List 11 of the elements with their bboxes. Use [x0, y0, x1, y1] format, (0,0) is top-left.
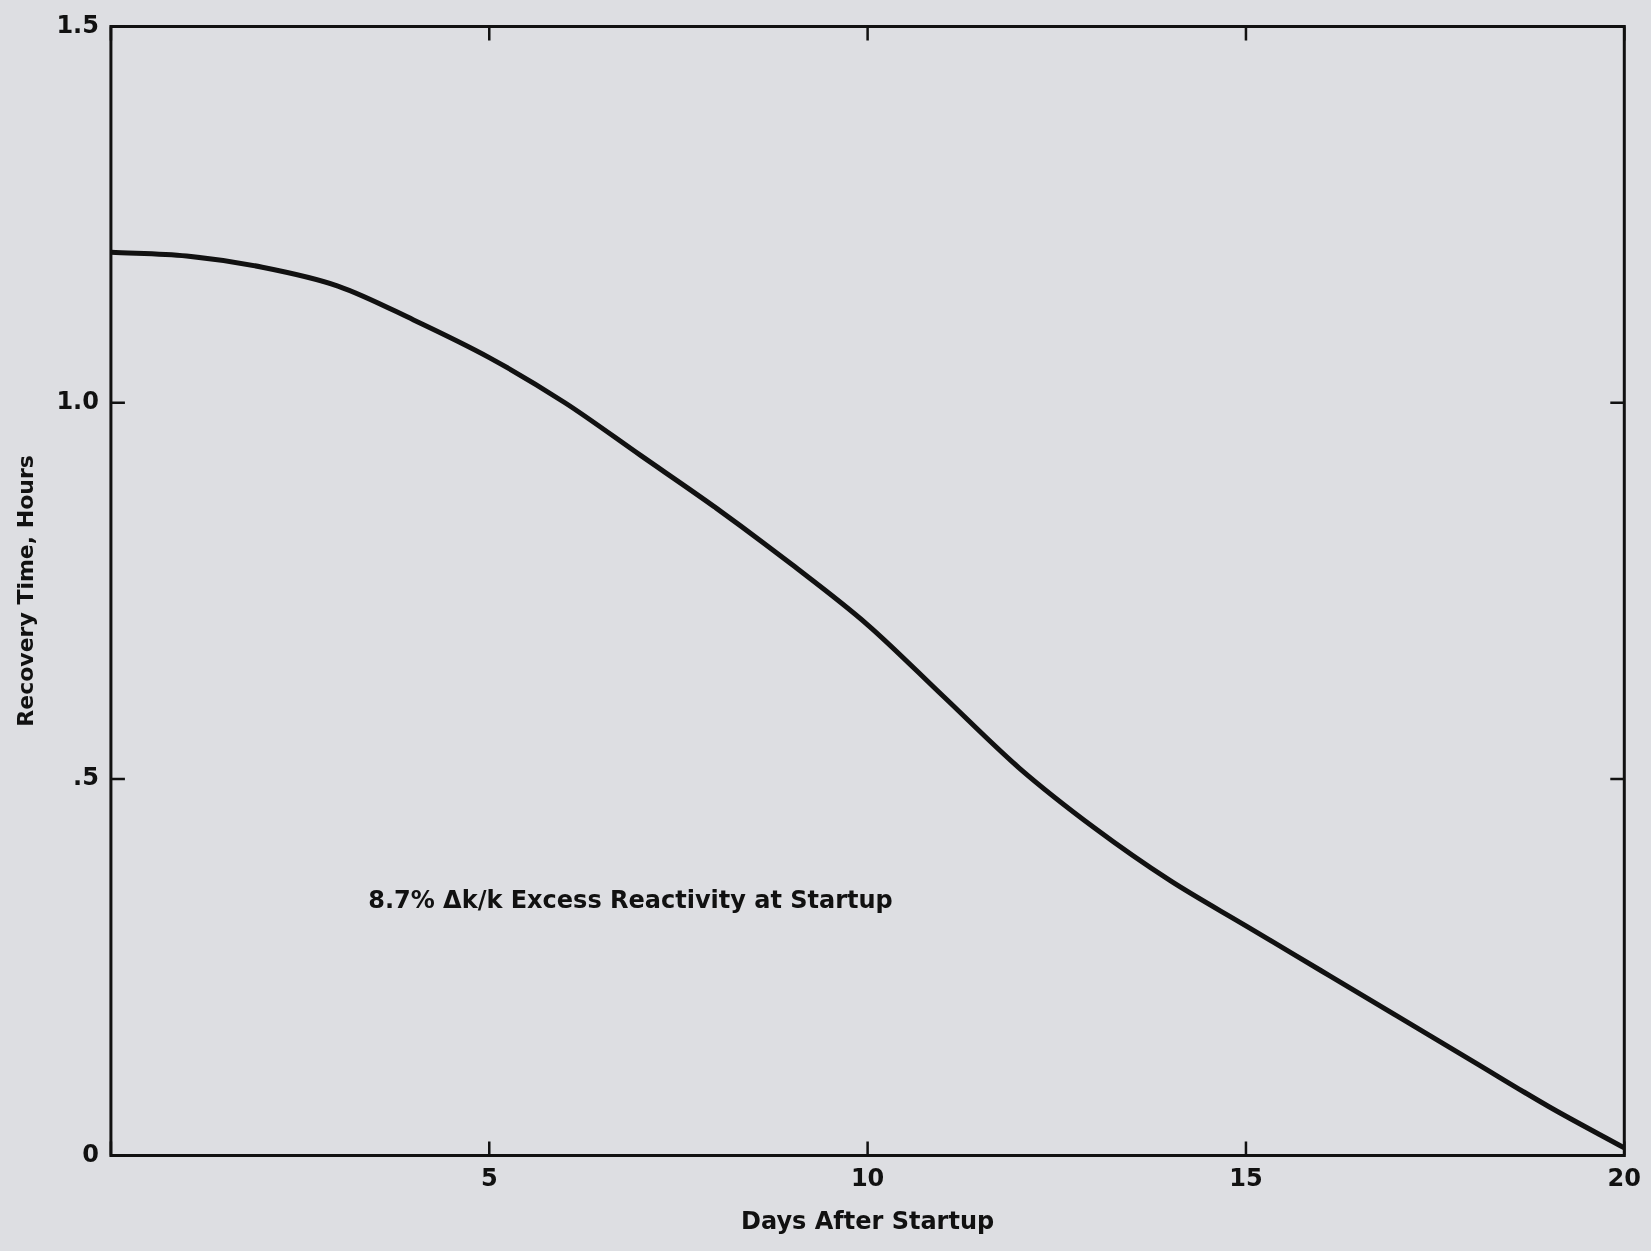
y-tick-label: 1.5 [56, 10, 99, 39]
x-axis-title: Days After Startup [741, 1206, 995, 1235]
x-tick-label: 10 [850, 1164, 885, 1193]
x-tick-label: 5 [480, 1164, 498, 1193]
x-tick-label: 15 [1229, 1164, 1263, 1193]
annotation: 8.7% Δk/k Excess Reactivity at Startup [368, 885, 893, 914]
x-tick-label: 20 [1607, 1164, 1641, 1193]
y-tick-label: 1.0 [56, 386, 99, 415]
y-tick-label: 0 [82, 1139, 99, 1168]
y-axis-title: Recovery Time, Hours [12, 455, 38, 727]
y-tick-label: .5 [73, 763, 99, 792]
